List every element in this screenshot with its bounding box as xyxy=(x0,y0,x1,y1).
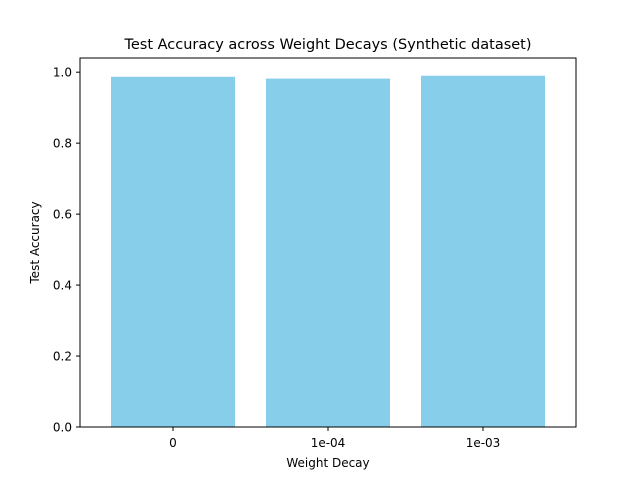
y-tick-label: 0.8 xyxy=(53,137,72,151)
bars-layer xyxy=(111,75,545,428)
y-tick-label: 0.2 xyxy=(53,350,72,364)
bar-0 xyxy=(111,76,235,428)
x-tick-label: 0 xyxy=(169,436,177,450)
y-axis-label: Test Accuracy xyxy=(28,201,42,284)
x-axis-ticks: 0 1e-04 1e-03 xyxy=(169,427,500,450)
bar-1e-04 xyxy=(266,78,390,427)
bar-1e-03 xyxy=(421,75,545,428)
x-tick-label: 1e-04 xyxy=(311,436,346,450)
y-tick-label: 0.4 xyxy=(53,279,72,293)
x-axis-label: Weight Decay xyxy=(286,456,369,470)
x-tick-label: 1e-03 xyxy=(466,436,501,450)
plot-area-frame xyxy=(79,57,577,428)
y-tick-label: 1.0 xyxy=(53,66,72,80)
y-tick-label: 0.0 xyxy=(53,421,72,435)
y-axis-ticks: 0.0 0.2 0.4 0.6 0.8 1.0 xyxy=(53,66,80,435)
y-tick-label: 0.6 xyxy=(53,208,72,222)
chart-title: Test Accuracy across Weight Decays (Synt… xyxy=(123,37,531,53)
